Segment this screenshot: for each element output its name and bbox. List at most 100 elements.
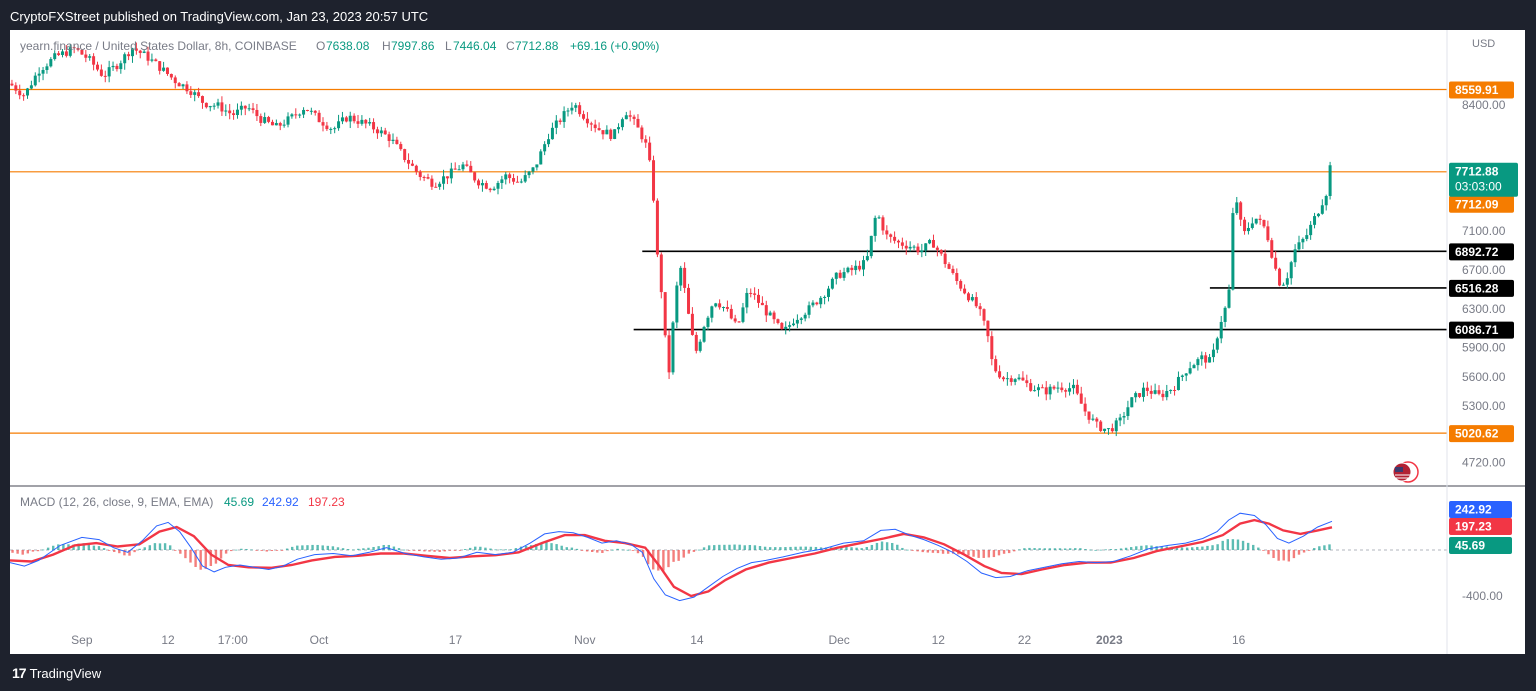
candle	[1040, 384, 1044, 389]
candle	[776, 318, 780, 325]
candle	[1071, 379, 1075, 395]
macd-histogram-bar	[1318, 546, 1321, 550]
macd-histogram-bar	[789, 546, 792, 550]
macd-histogram-bar	[97, 546, 101, 550]
candle	[302, 107, 306, 119]
candle	[912, 244, 916, 250]
candle	[784, 321, 788, 335]
macd-histogram-bar	[865, 546, 868, 550]
macd-histogram-bar	[682, 550, 685, 558]
macd-histogram-bar	[926, 550, 930, 553]
macd-y-tick: -400.00	[1462, 589, 1503, 603]
candle	[99, 64, 103, 77]
macd-histogram-bar	[1241, 540, 1245, 550]
price-chart[interactable]: -400.00 242.92 197.23 45.69 8400.00 7100.00 6…	[9, 30, 1525, 654]
macd-line-value: 242.92	[262, 495, 299, 509]
candle	[601, 130, 605, 140]
macd-histogram-bar	[123, 550, 126, 556]
candle	[372, 118, 376, 134]
price-axis[interactable]: 8400.00 7100.00 6700.00 6300.00 5900.00 5600.…	[1462, 98, 1506, 469]
macd-histogram-bar	[362, 548, 365, 550]
macd-histogram-bar	[392, 546, 396, 550]
macd-histogram-bar	[1246, 542, 1250, 550]
macd-histogram-bar	[1074, 548, 1077, 550]
macd-histogram-bar	[992, 550, 996, 558]
macd-histogram-bar	[1038, 548, 1041, 550]
macd-histogram-bar	[560, 545, 563, 550]
candle	[1301, 237, 1305, 250]
macd-histogram-bar	[733, 544, 736, 550]
currency-label: USD	[1472, 38, 1495, 50]
time-axis[interactable]: Sep 12 17:00 Oct 17 Nov 14 Dec 12 22 2023 16	[71, 633, 1245, 647]
svg-text:5020.62: 5020.62	[1455, 427, 1499, 441]
candle	[360, 115, 364, 126]
macd-histogram-bar	[819, 547, 823, 550]
macd-histogram-bar	[677, 550, 680, 561]
macd-histogram-bar	[1252, 544, 1255, 550]
flag-icon[interactable]	[1392, 461, 1419, 483]
macd-histogram-bar	[626, 549, 629, 551]
candle	[270, 119, 274, 126]
candle	[578, 102, 582, 117]
candle	[57, 50, 61, 57]
candle	[465, 160, 469, 167]
candle	[959, 279, 963, 292]
candle	[869, 235, 873, 259]
candle	[321, 117, 325, 132]
macd-histogram-bar	[443, 550, 446, 552]
macd-histogram-bar	[1099, 549, 1102, 551]
candle	[846, 266, 850, 274]
candle	[970, 294, 974, 302]
high-value: 7997.86	[391, 39, 435, 53]
macd-histogram-bar	[36, 550, 40, 552]
candle	[815, 301, 819, 306]
candle	[25, 87, 29, 99]
candle	[1079, 386, 1083, 404]
macd-histogram-bar	[1328, 544, 1331, 550]
candle	[1130, 397, 1134, 408]
candle	[445, 176, 449, 185]
candle	[224, 104, 228, 117]
macd-histogram-bar	[16, 550, 19, 554]
candle	[1285, 272, 1289, 289]
macd-histogram-bar	[189, 550, 192, 563]
candle	[480, 179, 484, 192]
svg-text:03:03:00: 03:03:00	[1455, 180, 1502, 194]
macd-histogram-bar	[413, 550, 416, 551]
candle	[263, 112, 267, 124]
candle	[469, 161, 473, 173]
svg-text:45.69: 45.69	[1455, 539, 1485, 553]
candle	[290, 113, 294, 119]
candle	[356, 114, 360, 129]
candle	[1235, 196, 1239, 215]
candle	[729, 304, 733, 320]
macd-histogram-bar	[174, 550, 177, 551]
x-tick-label: Sep	[71, 633, 93, 647]
candle	[749, 288, 753, 298]
candle	[107, 60, 111, 83]
macd-histogram-bar	[545, 542, 548, 550]
macd-histogram-bar	[1272, 550, 1275, 559]
macd-histogram-bar	[428, 550, 431, 552]
candle	[982, 308, 986, 326]
candle	[978, 302, 982, 316]
macd-histogram-bar	[997, 550, 1001, 556]
candle	[760, 296, 764, 306]
chart-area[interactable]: -400.00 242.92 197.23 45.69 8400.00 7100.00 6…	[9, 30, 1525, 654]
candle	[111, 61, 115, 71]
candle	[1091, 414, 1095, 422]
candle	[453, 162, 457, 170]
candle	[916, 243, 920, 255]
macd-histogram-bar	[1282, 550, 1285, 561]
macd-histogram-bar	[52, 545, 55, 550]
macd-histogram-bar	[941, 550, 945, 554]
candle	[904, 240, 908, 255]
candle	[430, 175, 434, 190]
candle	[418, 169, 422, 181]
macd-histogram-bar	[748, 544, 752, 550]
open-value: 7638.08	[326, 39, 370, 53]
candle	[1305, 228, 1309, 242]
tradingview-logo[interactable]: 17 TradingView	[12, 665, 101, 681]
macd-histogram-bar	[967, 550, 970, 556]
candle	[597, 122, 601, 131]
